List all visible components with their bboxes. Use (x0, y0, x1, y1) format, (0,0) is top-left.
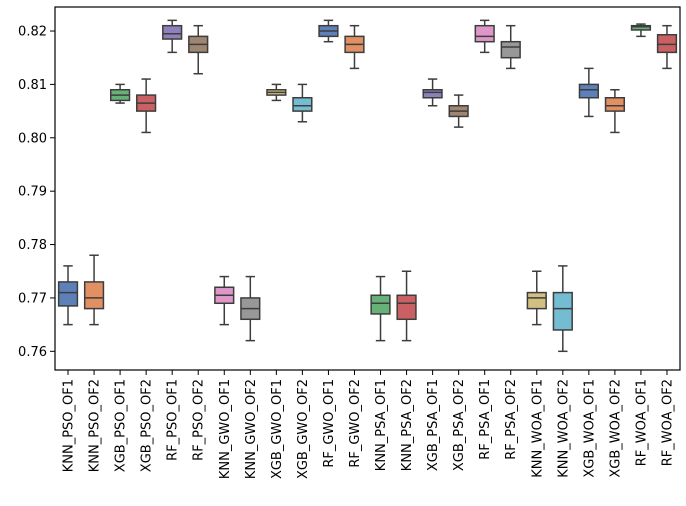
y-tick-label: 0.80 (18, 131, 47, 146)
x-tick-label: XGB_GWO_OF1 (270, 379, 285, 479)
iqr-box (422, 88, 443, 99)
iqr-box (552, 291, 573, 331)
iqr-box (656, 34, 678, 54)
box-knn-psa-of1 (370, 275, 391, 342)
x-tick-label: XGB_PSA_OF1 (426, 379, 441, 471)
x-tick-label: KNN_WOA_OF2 (556, 379, 571, 478)
iqr-box (370, 294, 391, 315)
y-tick-label: 0.77 (18, 291, 47, 306)
x-tick-label: XGB_GWO_OF2 (296, 379, 311, 479)
x-tick-label: KNN_GWO_OF2 (244, 379, 259, 479)
box-knn-psa-of2 (396, 270, 417, 342)
box-knn-woa-of1 (526, 270, 547, 326)
boxes-layer (57, 19, 678, 353)
x-tick-label: RF_GWO_OF1 (322, 379, 337, 468)
box-rf-psa-of1 (474, 19, 495, 54)
x-tick-label: RF_PSO_OF1 (166, 379, 181, 461)
box-rf-woa-of1 (630, 23, 652, 38)
y-tick-label: 0.82 (18, 25, 47, 40)
x-tick-label: RF_PSO_OF2 (192, 379, 207, 461)
y-tick-label: 0.79 (18, 185, 47, 200)
iqr-box (57, 281, 79, 307)
x-tick-label: KNN_PSA_OF2 (400, 379, 415, 471)
iqr-box (630, 24, 652, 31)
iqr-box (500, 40, 521, 59)
x-axis: KNN_PSO_OF1 KNN_PSO_OF2 XGB_PSO_OF1 XGB_PSO… (62, 370, 675, 479)
y-tick-label: 0.81 (18, 78, 47, 93)
box-knn-pso-of2 (83, 254, 105, 326)
box-rf-pso-of1 (162, 19, 183, 54)
x-tick-label: KNN_PSO_OF2 (88, 379, 103, 472)
x-tick-label: KNN_PSA_OF1 (374, 379, 389, 471)
box-rf-pso-of2 (188, 24, 209, 75)
box-xgb-woa-of1 (578, 67, 599, 118)
x-tick-label: XGB_WOA_OF1 (582, 379, 597, 478)
x-tick-label: XGB_PSA_OF2 (452, 379, 467, 471)
y-axis: 0.76 0.77 0.78 0.79 0.80 0.81 0.82 (18, 25, 55, 360)
box-rf-woa-of2 (656, 24, 678, 70)
x-tick-label: KNN_WOA_OF1 (530, 379, 545, 478)
x-tick-label: RF_PSA_OF1 (478, 379, 493, 460)
box-xgb-psa-of2 (448, 94, 469, 128)
x-tick-label: RF_WOA_OF1 (634, 379, 649, 466)
x-tick-label: RF_PSA_OF2 (504, 379, 519, 460)
iqr-box (526, 291, 547, 310)
box-xgb-pso-of2 (136, 78, 157, 134)
box-xgb-gwo-of2 (292, 83, 313, 123)
iqr-box (604, 97, 626, 112)
y-tick-label: 0.76 (18, 345, 47, 360)
iqr-box (474, 24, 495, 43)
box-xgb-psa-of1 (422, 78, 443, 107)
box-xgb-gwo-of1 (266, 83, 287, 102)
x-tick-label: XGB_PSO_OF2 (140, 379, 155, 472)
box-xgb-woa-of2 (604, 88, 626, 134)
x-tick-label: KNN_GWO_OF1 (218, 379, 233, 479)
box-knn-gwo-of2 (240, 275, 261, 342)
plot-frame (54, 6, 681, 371)
iqr-box (162, 24, 183, 40)
box-rf-psa-of2 (500, 24, 521, 70)
x-tick-label: XGB_PSO_OF1 (114, 379, 129, 472)
x-tick-label: XGB_WOA_OF2 (608, 379, 623, 478)
y-tick-label: 0.78 (18, 238, 47, 253)
box-rf-gwo-of2 (344, 24, 365, 70)
iqr-box (83, 281, 105, 310)
x-tick-label: RF_WOA_OF2 (660, 379, 675, 466)
box-rf-gwo-of1 (318, 19, 339, 43)
iqr-box (578, 83, 599, 99)
box-knn-pso-of1 (57, 265, 79, 326)
box-knn-gwo-of1 (214, 275, 235, 326)
x-tick-label: RF_GWO_OF2 (348, 379, 363, 468)
x-tick-label: KNN_PSO_OF1 (62, 379, 77, 472)
box-knn-woa-of2 (552, 265, 573, 353)
iqr-box (396, 294, 417, 321)
box-xgb-pso-of1 (109, 83, 131, 104)
iqr-box (292, 97, 313, 112)
